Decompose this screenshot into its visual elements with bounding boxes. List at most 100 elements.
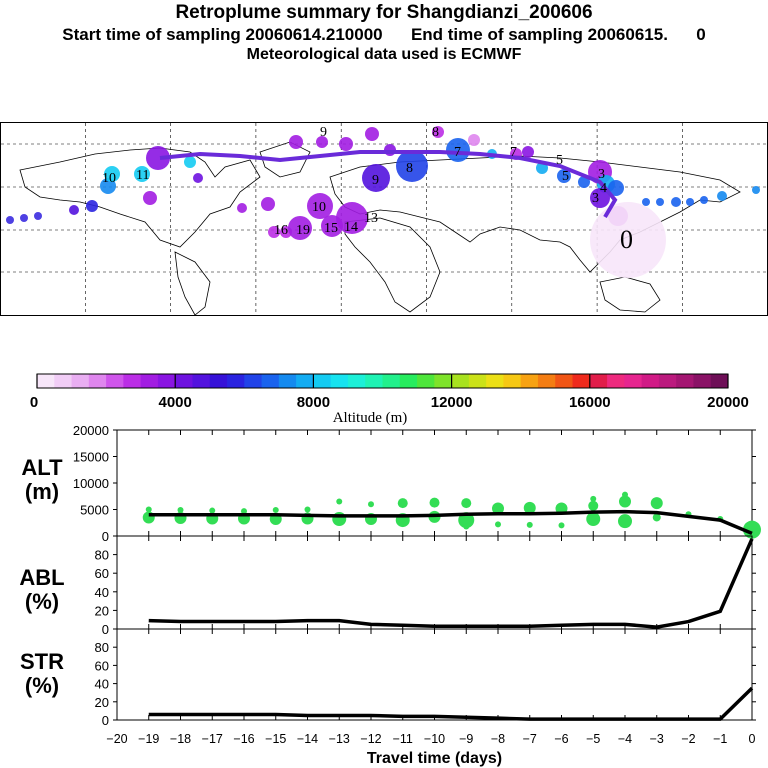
map-day-label: 14 (344, 220, 358, 235)
plume-circle (146, 146, 170, 170)
x-tick-label: −12 (360, 732, 381, 746)
altitude-point (558, 522, 565, 529)
plume-circle (261, 197, 275, 211)
map-day-label: 5 (562, 169, 569, 184)
altitude-point (590, 495, 597, 502)
y-tick-label: 20000 (73, 423, 109, 438)
x-tick-label: −13 (329, 732, 350, 746)
plume-circle (193, 173, 203, 183)
plume-circle (642, 198, 650, 206)
colorbar-swatch (278, 374, 297, 388)
colorbar-label: Altitude (m) (333, 410, 408, 426)
colorbar-swatch (641, 374, 660, 388)
colorbar-swatch (106, 374, 124, 388)
colorbar-swatch (54, 374, 73, 388)
plume-circle (237, 203, 247, 213)
altitude-point (492, 502, 504, 515)
colorbar-swatch (399, 374, 418, 388)
plume-circle (656, 198, 664, 206)
colorbar-swatch (37, 374, 55, 388)
altitude-point (397, 498, 408, 509)
plume-circle (590, 202, 666, 278)
colorbar-swatch (710, 374, 729, 388)
colorbar-swatch (296, 374, 314, 388)
colorbar-swatch (157, 374, 176, 388)
y-tick-label: 80 (95, 548, 109, 563)
altitude-point (619, 495, 631, 508)
colorbar-tick-label: 4000 (159, 394, 192, 411)
plume-circle (143, 191, 157, 205)
plume-circle (557, 169, 571, 183)
colorbar-swatch (227, 374, 245, 388)
altitude-point (495, 521, 501, 528)
plume-circle (86, 200, 98, 212)
colorbar-swatch (261, 374, 280, 388)
y-tick-label: 0 (102, 622, 109, 637)
altitude-point (272, 507, 279, 514)
x-tick-label: −16 (233, 732, 254, 746)
y-tick-label: 60 (95, 658, 109, 673)
altitude-point (652, 513, 661, 522)
plume-circle (134, 166, 150, 182)
colorbar-tick-label: 16000 (569, 394, 611, 411)
plume-circle (590, 188, 610, 208)
map-day-label: 7 (510, 145, 517, 160)
plume-circle (700, 196, 708, 204)
altitude-point (463, 523, 470, 530)
x-tick-label: 0 (749, 732, 756, 746)
colorbar-tick-label: 0 (30, 394, 38, 411)
alt-ylabel: ALT (m) (2, 456, 82, 504)
map-day-label: 8 (432, 125, 439, 140)
plume-circle (608, 180, 624, 196)
time-series-panels: 0 5000 10000 15000 20000 0 20 40 60 80 0 20 40 60 80 −2… (73, 423, 761, 767)
altitude-point (209, 507, 216, 514)
colorbar-swatch (347, 374, 366, 388)
altitude-colorbar: 0 4000 8000 12000 16000 20000 Altitude (m) (30, 373, 749, 426)
colorbar-swatch (123, 374, 142, 388)
plume-circle (69, 205, 79, 215)
altitude-point (368, 501, 374, 508)
map-day-label: 19 (296, 223, 310, 238)
chart-title: Retroplume summary for Shangdianzi_20060… (175, 2, 593, 23)
colorbar-tick-label: 8000 (297, 394, 330, 411)
colorbar-swatch (330, 374, 349, 388)
x-tick-label: −4 (618, 732, 632, 746)
abl-ylabel-text: ABL (%) (19, 565, 65, 614)
abl-ylabel: ABL (%) (2, 566, 82, 614)
plume-circle (522, 146, 534, 158)
altitude-point (177, 507, 184, 514)
plume-circle (184, 156, 196, 168)
colorbar-swatch (382, 374, 401, 388)
x-tick-label: −9 (459, 732, 473, 746)
x-tick-label: −5 (586, 732, 600, 746)
panel-abl: 0 20 40 60 80 (95, 535, 756, 637)
altitude-point (461, 498, 472, 509)
x-tick-label: −15 (265, 732, 286, 746)
plume-circle (6, 216, 14, 224)
x-tick-label: −11 (393, 732, 413, 746)
plume-circle (365, 127, 379, 141)
colorbar-swatch (555, 374, 574, 388)
altitude-point (336, 498, 343, 505)
plume-circle (268, 226, 280, 238)
y-tick-label: 80 (95, 640, 109, 655)
str-ylabel: STR (%) (2, 650, 82, 698)
colorbar-swatch (175, 374, 193, 388)
x-tick-label: −20 (106, 732, 127, 746)
x-tick-label: −8 (491, 732, 505, 746)
plume-circle (362, 164, 390, 192)
plume-circle (446, 138, 470, 162)
y-tick-label: 0 (102, 713, 109, 728)
plume-circle (288, 216, 312, 240)
altitude-point (588, 500, 599, 511)
plume-circle (34, 212, 42, 220)
y-tick-label: 15000 (73, 450, 109, 465)
x-axis-label: Travel time (days) (367, 750, 502, 767)
map-day-label: 10 (102, 171, 116, 186)
colorbar-swatch (676, 374, 694, 388)
altitude-point (622, 491, 628, 498)
panel-alt: 0 5000 10000 15000 20000 (73, 423, 761, 544)
map-day-label: 4 (600, 181, 607, 196)
colorbar-swatch (572, 374, 591, 388)
map-day-label: 9 (320, 125, 327, 140)
